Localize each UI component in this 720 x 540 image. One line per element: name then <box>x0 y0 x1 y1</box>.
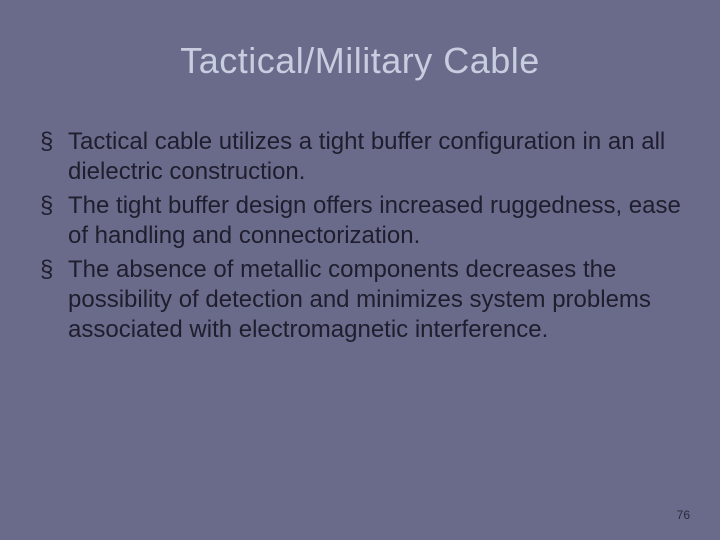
bullet-item: Tactical cable utilizes a tight buffer c… <box>40 127 690 187</box>
bullet-list: Tactical cable utilizes a tight buffer c… <box>30 127 690 345</box>
slide-title: Tactical/Military Cable <box>30 40 690 82</box>
bullet-item: The absence of metallic components decre… <box>40 255 690 345</box>
slide: Tactical/Military Cable Tactical cable u… <box>0 0 720 540</box>
bullet-item: The tight buffer design offers increased… <box>40 191 690 251</box>
page-number: 76 <box>677 508 690 522</box>
